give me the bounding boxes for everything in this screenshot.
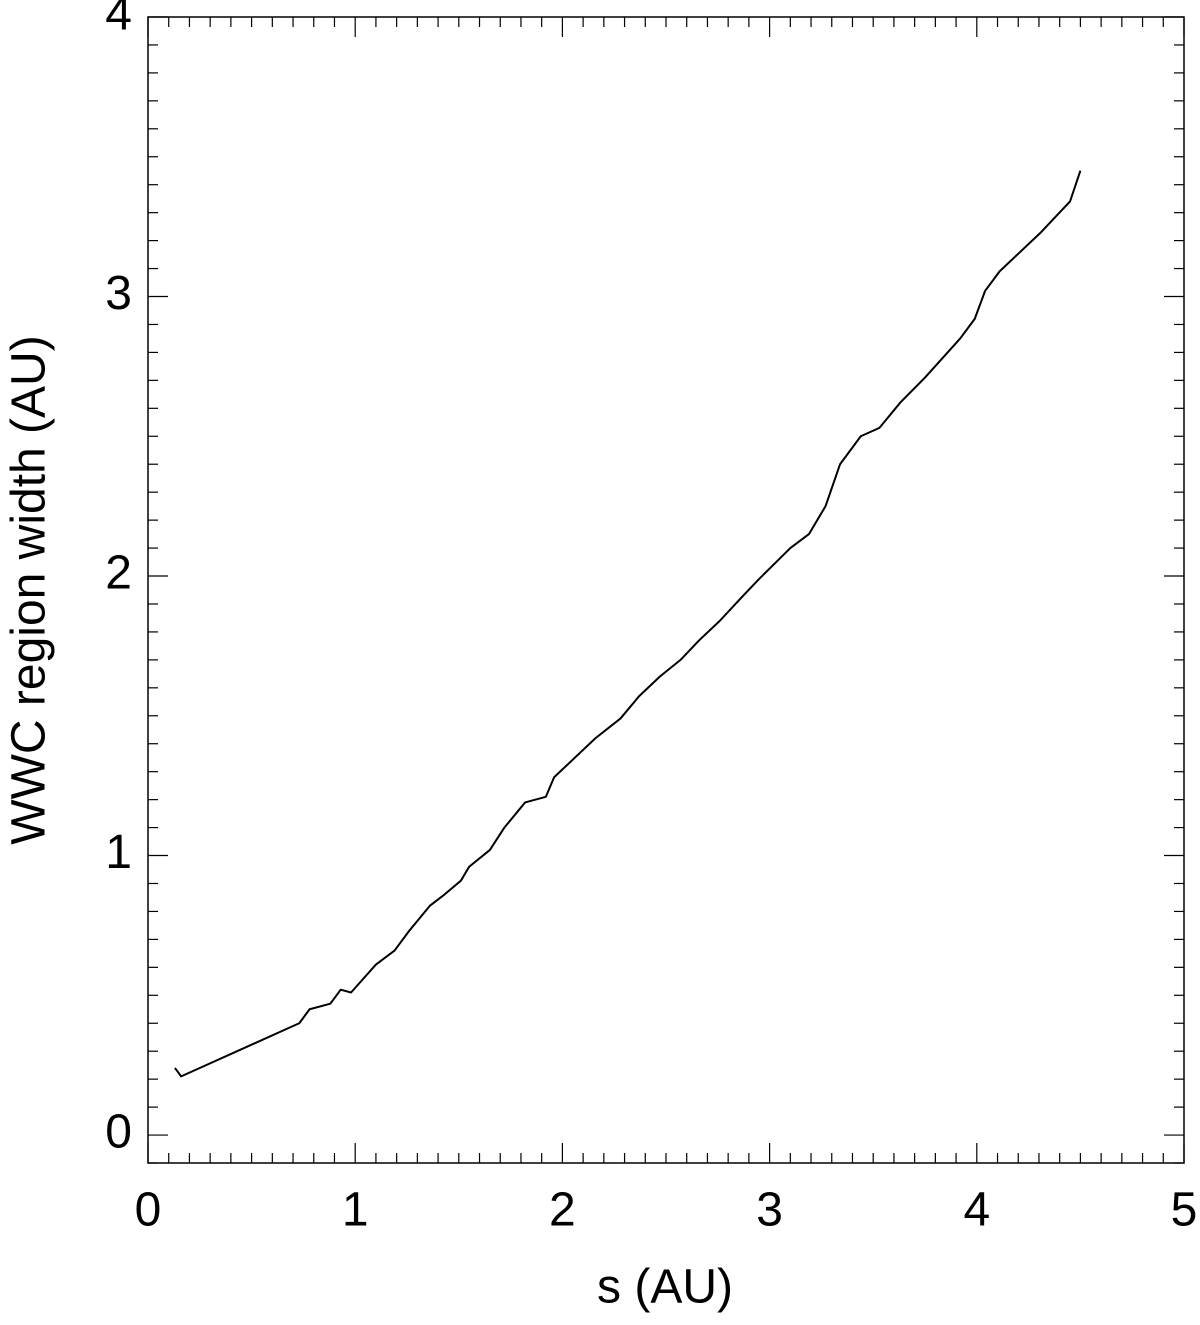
x-tick-label: 1 [342,1184,369,1237]
x-tick-label: 3 [756,1184,783,1237]
y-tick-label: 3 [105,267,132,320]
y-tick-label: 4 [105,0,132,41]
plot-frame [147,16,1185,1164]
x-tick-label: 4 [963,1184,990,1237]
x-tick-label: 0 [135,1184,162,1237]
x-axis-label: s (AU) [597,1261,733,1314]
y-axis-label: WWC region width (AU) [3,335,56,844]
x-tick-label: 5 [1171,1184,1198,1237]
data-line [174,170,1082,1078]
y-tick-label: 2 [105,547,132,600]
y-tick-label: 0 [105,1106,132,1159]
x-tick-label: 2 [549,1184,576,1237]
y-tick-label: 1 [105,826,132,879]
